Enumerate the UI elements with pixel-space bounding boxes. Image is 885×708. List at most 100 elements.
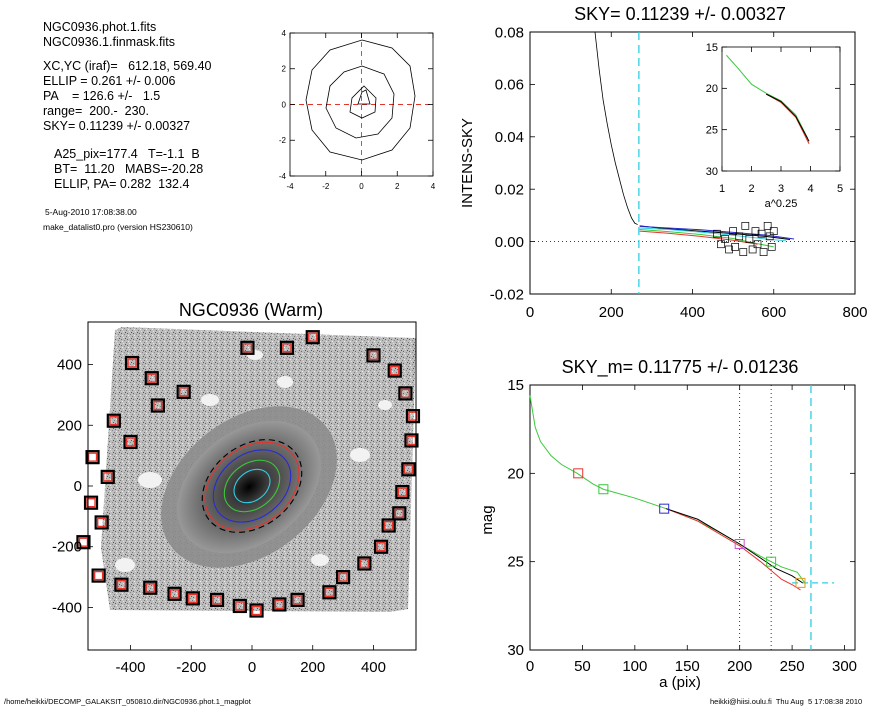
sky-box-inner [147, 373, 157, 383]
sky-box-inner [125, 437, 136, 447]
mag-xtick-label: 200 [727, 658, 752, 675]
mag-xtick-label: 50 [574, 658, 591, 675]
mag-panel: SKY_m= 0.11775 +/- 0.01236 mag a (pix) 0… [479, 357, 857, 691]
isophote-ellipses [201, 439, 303, 533]
contour-core [357, 89, 371, 105]
inset-ytick-label: 25 [706, 125, 718, 137]
sky-xtick-label: 800 [842, 304, 867, 321]
info-a25: A25_pix=177.4 T=-1.1 B [54, 147, 200, 161]
sky-box-outer [83, 495, 99, 510]
mag-marker [598, 484, 609, 495]
isophote-ellipse [212, 449, 292, 523]
sky-boxes [76, 330, 421, 618]
sky-box-outer [232, 598, 247, 614]
sky-box-inner [397, 487, 408, 497]
contour-xtick-label: -4 [286, 182, 294, 191]
sky-box-outer [272, 597, 287, 612]
mask-blob [350, 448, 370, 462]
sky-box-outer [381, 518, 396, 533]
mag-ytick-label: 25 [507, 554, 524, 571]
sky-box-inner [127, 358, 137, 368]
sky-box-outer [357, 556, 372, 571]
sky-box-inner [359, 558, 370, 569]
inset-xtick-label: 2 [748, 183, 754, 195]
sky-tick-labels: 0 200 400 600 800 0.08 0.06 0.04 0.02 0.00 -0.02 [490, 24, 868, 321]
sky-box-outer [124, 355, 140, 371]
sky-box-inner [376, 542, 386, 552]
mag-xlabel: a (pix) [659, 674, 701, 691]
sky-box-outer [305, 330, 320, 345]
sky-box-inner [274, 599, 285, 610]
sky-box-outer [322, 585, 337, 600]
sky-box-inner [87, 452, 98, 462]
sky-box-outer [143, 580, 158, 595]
sky-box-outer [405, 409, 421, 424]
isophote-ellipse [223, 459, 281, 513]
sky-box-outer [279, 340, 295, 355]
inset-ytick-label: 15 [706, 42, 718, 54]
inset-series-line [726, 54, 808, 139]
inset-xlabel: a^0.25 [765, 198, 798, 210]
sky-profile-line [594, 31, 638, 225]
info-ellip-pa: ELLIP, PA= 0.282 132.4 [54, 177, 190, 191]
sky-sample-point [759, 248, 768, 256]
sky-box-outer [114, 577, 129, 592]
isophote-ellipse [204, 441, 300, 531]
sky-series-group [639, 225, 795, 248]
sky-box-outer [123, 434, 138, 450]
sky-box-outer [336, 570, 351, 585]
contour-ytick-label: -4 [279, 172, 287, 181]
contour-ytick-label: 0 [282, 100, 287, 109]
info-mask-name: NGC0936.1.finmask.fits [43, 35, 175, 49]
image-xtick-label: 400 [361, 659, 386, 676]
sky-box-inner [282, 343, 292, 353]
sky-sample-point [741, 222, 750, 230]
mag-series-line [666, 508, 801, 591]
sky-box-inner [308, 332, 318, 342]
sky-box-outer [398, 386, 413, 401]
image-xtick-label: 200 [300, 659, 325, 676]
mask-blob [138, 472, 162, 488]
sky-box-outer [373, 539, 389, 554]
sky-sample-point [757, 229, 766, 238]
info-range: range= 200.- 230. [43, 104, 149, 118]
sky-panel: SKY= 0.11239 +/- 0.00327 INTENS-SKY 0 200… [459, 4, 868, 321]
sky-series-line [639, 229, 774, 248]
sky-box-outer [150, 398, 165, 413]
sky-ytick-label: 0.02 [495, 181, 524, 198]
sky-box-outer [366, 348, 381, 363]
footer-user-date: heikki@hiisi.oulu.fi Thu Aug 5 17:08:38 … [710, 697, 863, 706]
sky-box-inner [116, 580, 127, 590]
inset-xtick-label: 4 [807, 183, 813, 195]
sky-box-outer [401, 462, 416, 477]
sky-ytick-label: -0.02 [490, 286, 524, 303]
sky-sample-point [769, 227, 778, 235]
sky-series-line [639, 227, 786, 242]
mag-xtick-label: 150 [675, 658, 700, 675]
contour-tick-labels: -4 -2 0 2 4 4 2 0 -2 -4 [279, 29, 436, 191]
sky-ytick-label: 0.08 [495, 24, 524, 41]
isophote-ellipse [201, 439, 303, 533]
mag-marker [734, 539, 745, 549]
contour-xtick-label: -2 [322, 182, 330, 191]
mask-blob [277, 376, 293, 388]
image-ytick-label: 200 [57, 417, 82, 434]
info-pa: PA = 126.6 +/- 1.5 [43, 89, 161, 103]
footer-path: /home/heikki/DECOMP_GALAKSIT_050810.dir/… [4, 697, 251, 706]
mag-markers [573, 468, 806, 588]
sky-title: SKY= 0.11239 +/- 0.00327 [574, 4, 786, 24]
sky-box-inner [153, 400, 163, 411]
mag-frame [529, 384, 856, 651]
sky-series-line [639, 225, 795, 240]
image-ytick-label: -400 [52, 599, 82, 616]
sky-sample-point [763, 222, 772, 230]
sky-sample-point [765, 232, 774, 241]
sky-sample-point [729, 227, 737, 235]
sky-box-outer [85, 450, 100, 465]
sky-box-inner [400, 388, 411, 399]
sky-box-outer [76, 535, 91, 550]
inset-xtick-label: 1 [719, 183, 725, 195]
sky-box-outer [387, 363, 402, 378]
sky-box-inner [403, 464, 414, 474]
